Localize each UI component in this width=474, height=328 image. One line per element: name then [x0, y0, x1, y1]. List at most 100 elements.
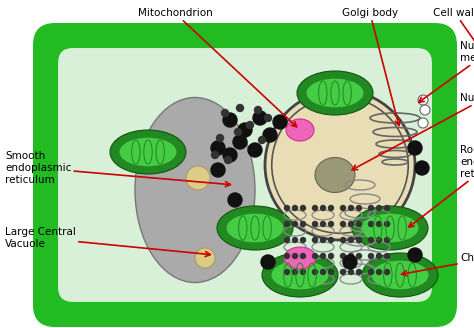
FancyBboxPatch shape [57, 47, 433, 303]
Circle shape [223, 113, 237, 127]
Circle shape [221, 110, 228, 116]
Circle shape [258, 136, 265, 144]
Circle shape [384, 254, 390, 258]
Circle shape [348, 206, 354, 211]
Circle shape [238, 123, 252, 137]
Text: Cell wall: Cell wall [433, 8, 474, 59]
Circle shape [356, 221, 362, 227]
Text: Nucleolus: Nucleolus [352, 93, 474, 170]
Circle shape [340, 254, 346, 258]
Circle shape [320, 206, 326, 211]
Circle shape [320, 254, 326, 258]
Circle shape [356, 270, 362, 275]
Circle shape [292, 221, 298, 227]
Circle shape [376, 206, 382, 211]
Circle shape [384, 237, 390, 242]
Circle shape [312, 270, 318, 275]
Circle shape [368, 206, 374, 211]
Circle shape [415, 161, 429, 175]
Circle shape [301, 206, 306, 211]
Circle shape [301, 221, 306, 227]
Circle shape [340, 237, 346, 242]
Ellipse shape [135, 97, 255, 282]
Circle shape [343, 255, 357, 269]
Circle shape [211, 152, 219, 158]
Circle shape [235, 129, 241, 135]
Circle shape [408, 141, 422, 155]
Circle shape [261, 255, 275, 269]
Circle shape [273, 115, 287, 129]
Ellipse shape [265, 90, 415, 240]
Ellipse shape [362, 214, 419, 242]
Circle shape [292, 237, 298, 242]
Ellipse shape [272, 97, 408, 233]
Circle shape [237, 105, 244, 112]
Circle shape [340, 221, 346, 227]
Circle shape [228, 193, 242, 207]
Circle shape [328, 254, 334, 258]
Circle shape [211, 141, 225, 155]
Circle shape [356, 206, 362, 211]
Ellipse shape [372, 261, 428, 289]
Circle shape [284, 254, 290, 258]
Circle shape [217, 134, 224, 141]
Circle shape [348, 237, 354, 242]
Circle shape [284, 206, 290, 211]
Circle shape [292, 206, 298, 211]
Circle shape [284, 237, 290, 242]
Circle shape [340, 206, 346, 211]
Circle shape [328, 221, 334, 227]
Circle shape [312, 237, 318, 242]
Circle shape [223, 148, 237, 162]
Circle shape [248, 143, 262, 157]
Circle shape [348, 270, 354, 275]
Circle shape [418, 95, 428, 105]
Circle shape [292, 270, 298, 275]
Circle shape [328, 237, 334, 242]
Text: Chloroplast: Chloroplast [401, 253, 474, 276]
Circle shape [368, 221, 374, 227]
Circle shape [312, 206, 318, 211]
Circle shape [356, 254, 362, 258]
FancyBboxPatch shape [33, 23, 457, 327]
Ellipse shape [362, 253, 438, 297]
Ellipse shape [262, 253, 338, 297]
Circle shape [225, 156, 231, 163]
Circle shape [301, 270, 306, 275]
Text: Golgi body: Golgi body [342, 8, 400, 126]
Circle shape [368, 270, 374, 275]
Circle shape [384, 221, 390, 227]
Circle shape [320, 221, 326, 227]
Circle shape [301, 237, 306, 242]
Circle shape [211, 163, 225, 177]
Ellipse shape [272, 261, 328, 289]
Circle shape [408, 248, 422, 262]
Circle shape [246, 121, 254, 129]
Circle shape [253, 111, 267, 125]
Circle shape [368, 254, 374, 258]
Circle shape [420, 105, 430, 115]
Circle shape [384, 206, 390, 211]
Circle shape [284, 221, 290, 227]
Ellipse shape [297, 71, 373, 115]
Circle shape [233, 135, 247, 149]
Circle shape [328, 206, 334, 211]
Circle shape [312, 254, 318, 258]
Ellipse shape [119, 138, 176, 166]
Text: Nuclear
membrane: Nuclear membrane [419, 41, 474, 102]
Circle shape [292, 254, 298, 258]
Circle shape [384, 270, 390, 275]
Ellipse shape [307, 79, 364, 107]
Circle shape [418, 118, 428, 128]
Circle shape [368, 237, 374, 242]
Circle shape [195, 248, 215, 268]
Text: Mitochondrion: Mitochondrion [137, 8, 297, 127]
Circle shape [284, 270, 290, 275]
Ellipse shape [286, 119, 314, 141]
Circle shape [320, 237, 326, 242]
Circle shape [356, 237, 362, 242]
Circle shape [376, 237, 382, 242]
Ellipse shape [284, 247, 316, 269]
Circle shape [348, 254, 354, 258]
Circle shape [376, 221, 382, 227]
